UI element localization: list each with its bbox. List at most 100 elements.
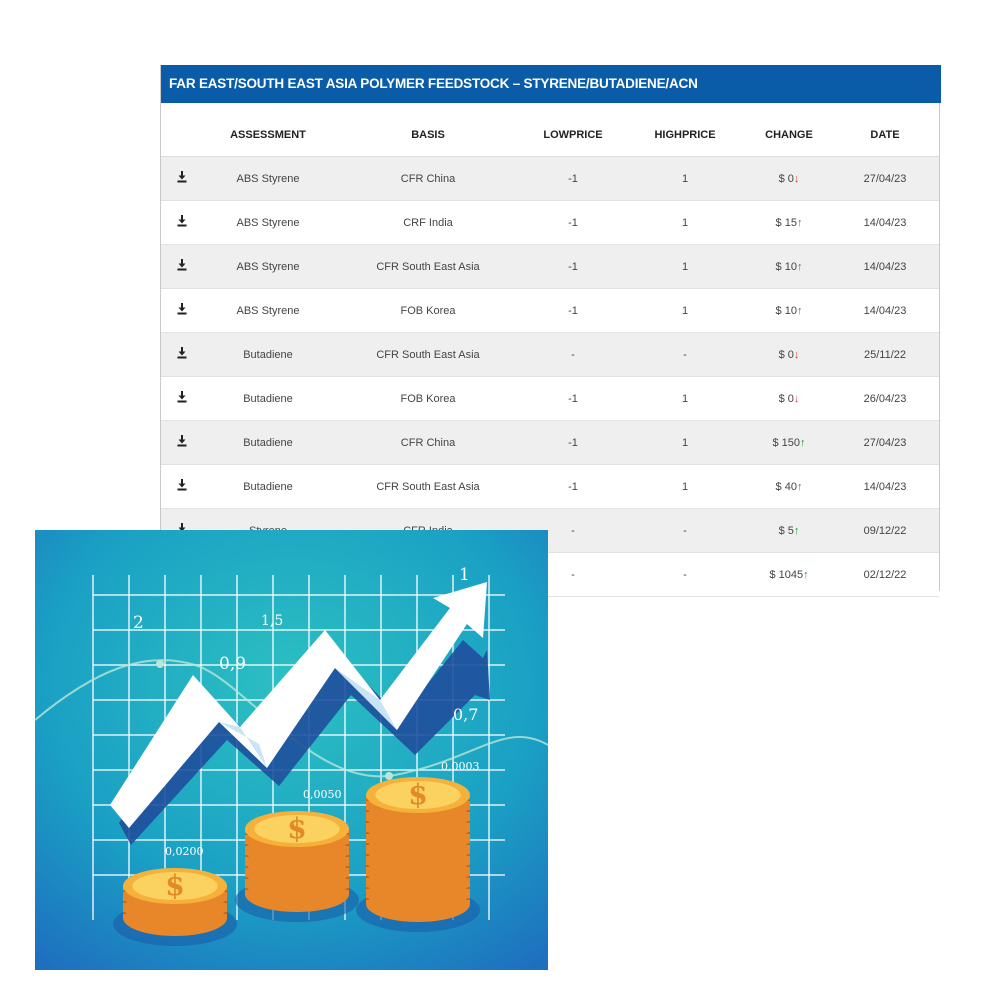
arrow-down-icon: ↓ <box>793 348 800 361</box>
download-icon <box>177 391 187 406</box>
date-cell: 14/04/23 <box>831 288 939 333</box>
col-download <box>161 113 203 157</box>
label-0-0050: 0,0050 <box>303 788 342 801</box>
label-2: 2 <box>133 613 144 633</box>
date-cell: 25/11/22 <box>831 332 939 377</box>
label-0-7: 0,7 <box>453 705 478 724</box>
basis-cell: FOB Korea <box>333 288 523 333</box>
change-cell: $ 1045↑ <box>747 552 831 597</box>
download-icon <box>177 347 187 362</box>
col-lowprice[interactable]: LOWPRICE <box>523 113 623 157</box>
change-cell: $ 0↓ <box>747 332 831 377</box>
coin-face <box>132 871 218 901</box>
arrow-up-icon: ↑ <box>796 480 803 493</box>
date-cell: 27/04/23 <box>831 156 939 201</box>
lowprice-cell: -1 <box>523 464 623 509</box>
basis-cell: CFR China <box>333 156 523 201</box>
col-basis[interactable]: BASIS <box>333 113 523 157</box>
date-cell: 14/04/23 <box>831 244 939 289</box>
change-value: $ 15 <box>775 216 797 229</box>
coin-stacks: $ $ $ <box>113 777 480 946</box>
download-button[interactable] <box>161 332 203 377</box>
arrow-up-icon: ↑ <box>796 260 803 273</box>
date-cell: 14/04/23 <box>831 200 939 245</box>
basis-cell: CFR South East Asia <box>333 464 523 509</box>
date-cell: 02/12/22 <box>831 552 939 597</box>
label-0-0003: 0,0003 <box>441 760 480 773</box>
basis-cell: FOB Korea <box>333 376 523 421</box>
col-date[interactable]: DATE <box>831 113 939 157</box>
highprice-cell: 1 <box>623 288 747 333</box>
assessment-cell: ABS Styrene <box>203 244 333 289</box>
assessment-cell: Butadiene <box>203 464 333 509</box>
dollar-icon: $ <box>287 812 306 845</box>
change-value: $ 0 <box>778 348 794 361</box>
arrow-fold <box>335 668 397 730</box>
arrow-fold <box>219 722 267 768</box>
highprice-cell: - <box>623 552 747 597</box>
growth-arrow <box>110 582 487 828</box>
change-value: $ 0 <box>778 392 794 405</box>
basis-cell: CFR South East Asia <box>333 244 523 289</box>
table-row: ABS Styrene CFR South East Asia -1 1 $ 10↑ 14… <box>161 244 939 289</box>
download-icon <box>177 479 187 494</box>
lowprice-cell: -1 <box>523 244 623 289</box>
arrow-up-icon: ↑ <box>800 436 806 449</box>
download-button[interactable] <box>161 244 203 289</box>
assessment-cell: ABS Styrene <box>203 288 333 333</box>
download-icon <box>177 259 187 274</box>
price-table-panel: FAR EAST/SOUTH EAST ASIA POLYMER FEEDSTO… <box>160 65 941 597</box>
table-row: ABS Styrene CRF India -1 1 $ 15↑ 14/04/23 <box>161 200 939 245</box>
highprice-cell: - <box>623 332 747 377</box>
col-change[interactable]: CHANGE <box>747 113 831 157</box>
date-cell: 27/04/23 <box>831 420 939 465</box>
download-icon <box>177 215 187 230</box>
lowprice-cell: -1 <box>523 288 623 333</box>
change-value: $ 1045 <box>769 568 804 581</box>
change-value: $ 150 <box>772 436 801 449</box>
chart-labels: 2 1,5 0,9 1 0,7 0,0003 0,0050 0,0200 <box>133 565 480 858</box>
download-button[interactable] <box>161 464 203 509</box>
change-value: $ 10 <box>775 304 797 317</box>
col-highprice[interactable]: HIGHPRICE <box>623 113 747 157</box>
table-row: Butadiene CFR South East Asia -1 1 $ 40↑ 14/0… <box>161 464 939 509</box>
table-row: ABS Styrene FOB Korea -1 1 $ 10↑ 14/04/23 <box>161 288 939 333</box>
arrow-up-icon: ↑ <box>796 216 803 229</box>
change-value: $ 0 <box>778 172 794 185</box>
download-button[interactable] <box>161 420 203 465</box>
download-button[interactable] <box>161 288 203 333</box>
change-cell: $ 40↑ <box>747 464 831 509</box>
lowprice-cell: -1 <box>523 376 623 421</box>
change-cell: $ 15↑ <box>747 200 831 245</box>
download-button[interactable] <box>161 200 203 245</box>
lowprice-cell: -1 <box>523 200 623 245</box>
lowprice-cell: - <box>523 332 623 377</box>
assessment-cell: ABS Styrene <box>203 156 333 201</box>
basis-cell: CRF India <box>333 200 523 245</box>
arrow-up-icon: ↑ <box>796 304 803 317</box>
download-button[interactable] <box>161 376 203 421</box>
download-button[interactable] <box>161 156 203 201</box>
basis-cell: CFR China <box>333 420 523 465</box>
highprice-cell: 1 <box>623 156 747 201</box>
table-row: Butadiene CFR South East Asia - - $ 0↓ 25/11/… <box>161 332 939 377</box>
date-cell: 09/12/22 <box>831 508 939 553</box>
growth-illustration: 2 1,5 0,9 1 0,7 0,0003 0,0050 0,0200 $ $ $ <box>35 530 548 970</box>
highprice-cell: 1 <box>623 200 747 245</box>
assessment-cell: ABS Styrene <box>203 200 333 245</box>
wave-point <box>385 772 393 780</box>
highprice-cell: 1 <box>623 244 747 289</box>
basis-cell: CFR South East Asia <box>333 332 523 377</box>
arrow-down-icon: ↓ <box>793 392 800 405</box>
dollar-icon: $ <box>165 869 184 902</box>
highprice-cell: 1 <box>623 376 747 421</box>
coin-face <box>375 780 461 810</box>
table-title: FAR EAST/SOUTH EAST ASIA POLYMER FEEDSTO… <box>161 65 941 103</box>
col-assessment[interactable]: ASSESSMENT <box>203 113 333 157</box>
wave-point <box>156 660 164 668</box>
change-cell: $ 0↓ <box>747 376 831 421</box>
change-cell: $ 10↑ <box>747 288 831 333</box>
highprice-cell: - <box>623 508 747 553</box>
lowprice-cell: -1 <box>523 156 623 201</box>
date-cell: 26/04/23 <box>831 376 939 421</box>
